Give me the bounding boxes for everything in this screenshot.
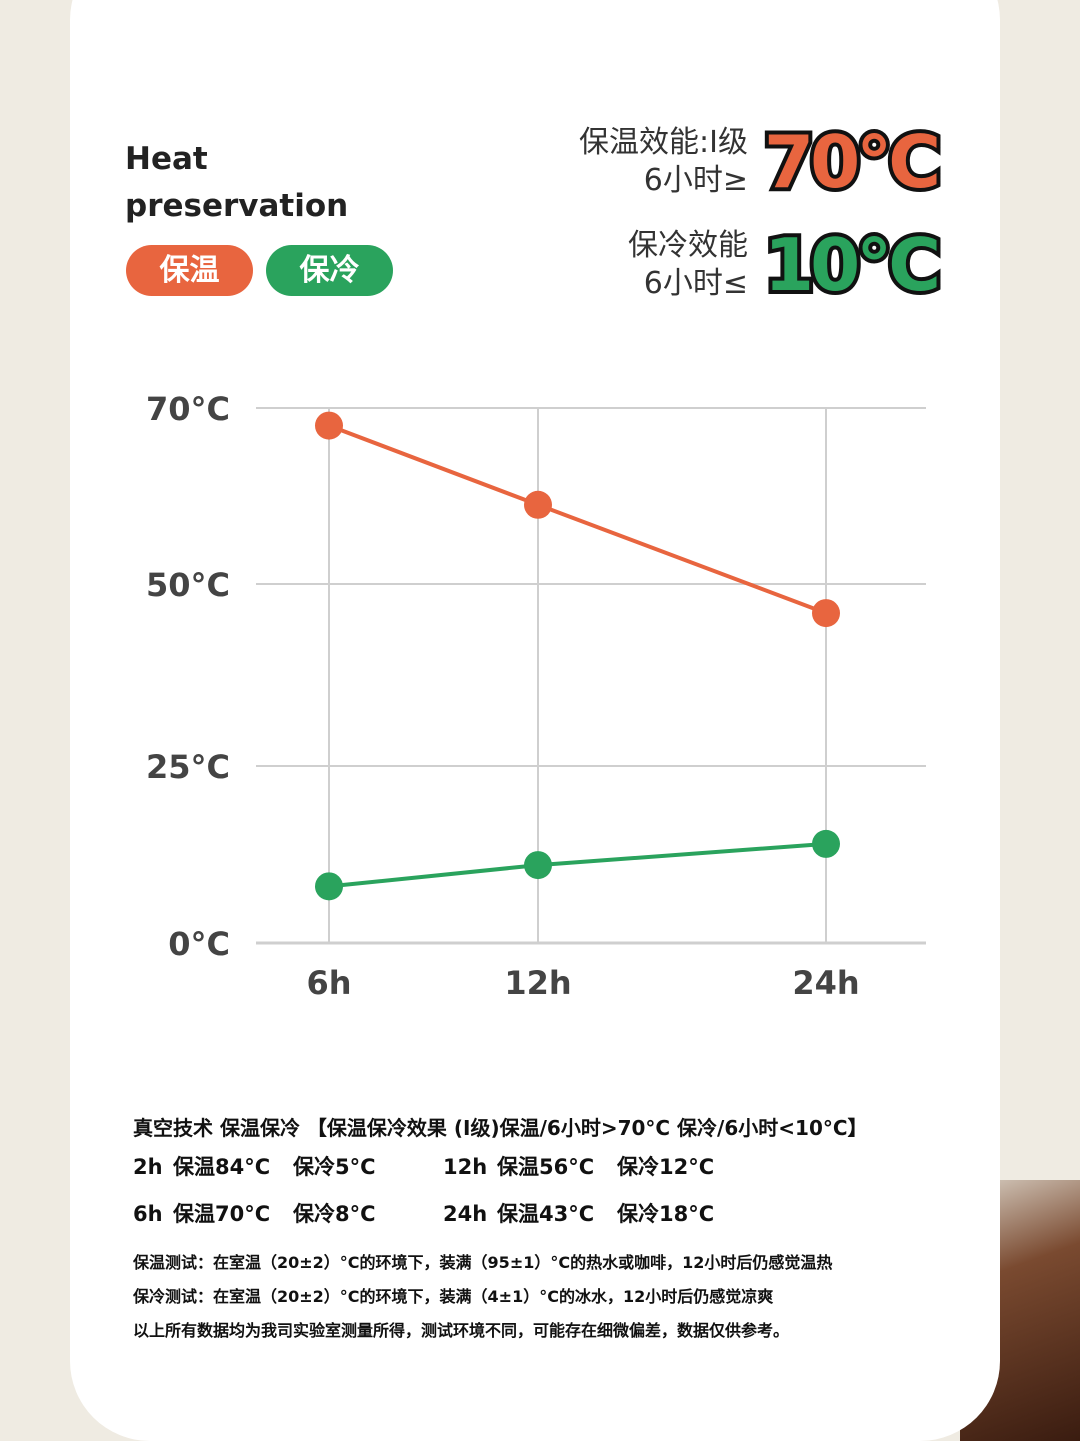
page-title: Heat preservation bbox=[125, 136, 348, 230]
data-point bbox=[315, 411, 343, 440]
cold-label-line2: 6小时≤ bbox=[643, 266, 748, 301]
row-time: 2h bbox=[133, 1155, 163, 1179]
heat-performance-label: 保温效能:I级 6小时≥ bbox=[579, 124, 748, 200]
cold-label-line1: 保冷效能 bbox=[628, 228, 748, 263]
row-heat: 保温43°C bbox=[497, 1202, 595, 1226]
y-tick-label: 50°C bbox=[146, 566, 230, 604]
data-point bbox=[812, 829, 840, 858]
row-time: 12h bbox=[443, 1155, 488, 1179]
notes-headline: 真空技术 保温保冷 【保温保冷效果 (I级)保温/6小时>70°C 保冷/6小时… bbox=[133, 1116, 868, 1140]
row-cold: 保冷8°C bbox=[293, 1202, 376, 1226]
y-tick-label: 70°C bbox=[146, 390, 230, 428]
row-cold: 保冷18°C bbox=[617, 1202, 715, 1226]
y-tick-label: 0°C bbox=[168, 925, 230, 963]
info-card bbox=[70, 0, 1000, 1441]
row-heat: 保温70°C bbox=[173, 1202, 271, 1226]
notes-row-1: 2h 保温84°C 保冷5°C 12h 保温56°C 保冷12°C bbox=[133, 1144, 868, 1191]
data-point bbox=[812, 599, 840, 628]
y-tick-label: 25°C bbox=[146, 748, 230, 786]
data-point bbox=[524, 490, 552, 519]
row-time: 24h bbox=[443, 1202, 488, 1226]
series-line-1 bbox=[328, 841, 827, 889]
heat-label-line1: 保温效能:I级 bbox=[579, 125, 748, 160]
data-point bbox=[524, 851, 552, 880]
data-point bbox=[315, 872, 343, 901]
notes: 真空技术 保温保冷 【保温保冷效果 (I级)保温/6小时>70°C 保冷/6小时… bbox=[133, 1112, 868, 1348]
cold-performance-label: 保冷效能 6小时≤ bbox=[628, 227, 748, 303]
title-line2: preservation bbox=[125, 188, 349, 224]
row-cold: 保冷5°C bbox=[293, 1155, 376, 1179]
cold-test-note: 保冷测试：在室温（20±2）°C的环境下，装满（4±1）°C的冰水，12小时后仍… bbox=[133, 1287, 774, 1306]
row-cold: 保冷12°C bbox=[617, 1155, 715, 1179]
heat-value: 70°C bbox=[760, 118, 945, 206]
notes-row-2: 6h 保温70°C 保冷8°C 24h 保温43°C 保冷18°C bbox=[133, 1191, 868, 1238]
x-tick-label: 24h bbox=[792, 964, 859, 1002]
disclaimer: 以上所有数据均为我司实验室测量所得，测试环境不同，可能存在细微偏差，数据仅供参考… bbox=[133, 1321, 790, 1340]
heat-label-line2: 6小时≥ bbox=[643, 163, 748, 198]
row-time: 6h bbox=[133, 1202, 163, 1226]
x-tick-label: 6h bbox=[306, 964, 351, 1002]
title-line1: Heat bbox=[125, 141, 208, 177]
row-heat: 保温84°C bbox=[173, 1155, 271, 1179]
heat-test-note: 保温测试：在室温（20±2）°C的环境下，装满（95±1）°C的热水或咖啡，12… bbox=[133, 1253, 833, 1272]
cold-value: 10°C bbox=[760, 221, 945, 309]
tag-cold: 保冷 bbox=[266, 245, 393, 296]
row-heat: 保温56°C bbox=[497, 1155, 595, 1179]
x-tick-label: 12h bbox=[504, 964, 571, 1002]
tag-heat: 保温 bbox=[126, 245, 253, 296]
